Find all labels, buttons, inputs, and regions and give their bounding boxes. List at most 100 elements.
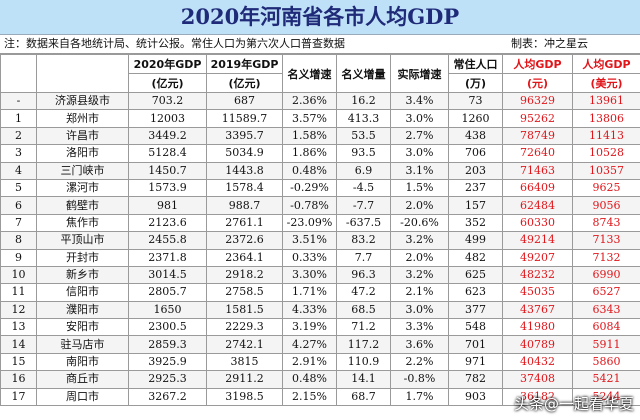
table-cell: 13961 xyxy=(572,91,640,111)
table-cell: 14 xyxy=(0,335,37,354)
table-cell: 203 xyxy=(448,161,503,180)
table-cell: 8743 xyxy=(572,213,640,233)
table-cell: 6990 xyxy=(572,265,640,285)
table-cell: 0.48% xyxy=(282,161,337,180)
table-cell: 41980 xyxy=(502,318,573,337)
table-cell: -20.6% xyxy=(390,213,449,233)
table-cell: 2925.3 xyxy=(128,370,207,389)
table-cell: -4.5 xyxy=(336,178,391,198)
col-header-unit: (万) xyxy=(448,73,503,93)
header-row-1: 2020年GDP 2019年GDP 名义增速 名义增量 实际增速 常住人口 人均GDP 人均G… xyxy=(0,54,640,93)
table-cell: 2 xyxy=(0,126,37,146)
table-row: 6 鹤壁市 981 988.7 -0.78% -7.7 2.0% 157 62484 9056 xyxy=(0,196,640,215)
col-header: 实际增速 xyxy=(390,54,449,93)
city-name-cell: 焦作市 xyxy=(36,213,129,233)
table-cell: 9 xyxy=(0,248,37,267)
table-cell: 981 xyxy=(128,196,207,215)
table-cell: 701 xyxy=(448,335,503,354)
table-cell: 12 xyxy=(0,300,37,320)
city-name-cell: 安阳市 xyxy=(36,318,129,337)
table-cell: 11 xyxy=(0,283,37,302)
city-name-cell: 开封市 xyxy=(36,248,129,267)
table-cell: 2761.1 xyxy=(206,213,283,233)
table-cell: 40432 xyxy=(502,352,573,372)
table-cell: 3.0% xyxy=(390,109,449,128)
table-cell: 2911.2 xyxy=(206,370,283,389)
table-cell: 2918.2 xyxy=(206,265,283,285)
table-cell: 438 xyxy=(448,126,503,146)
table-row: 17 周口市 3267.2 3198.5 2.15% 68.7 1.7% 903 36182 52… xyxy=(0,387,640,407)
city-name-cell: 漯河市 xyxy=(36,178,129,198)
city-name-cell: 信阳市 xyxy=(36,283,129,302)
table-cell: -637.5 xyxy=(336,213,391,233)
table-cell: 95262 xyxy=(502,109,573,128)
table-cell: 3.19% xyxy=(282,318,337,337)
source-note: 注：数据来自各地统计局、统计公报。常住人口为第六次人口普查数据 xyxy=(4,37,345,50)
table-cell: 3 xyxy=(0,144,37,163)
table-cell: 5034.9 xyxy=(206,144,283,163)
table-cell: -0.29% xyxy=(282,178,337,198)
gdp-table: 2020年GDP 2019年GDP 名义增速 名义增量 实际增速 常住人口 人均GDP 人均G… xyxy=(0,54,640,407)
table-cell: 6 xyxy=(0,196,37,215)
table-cell: 623 xyxy=(448,283,503,302)
table-cell: 903 xyxy=(448,387,503,407)
table-cell: 16.2 xyxy=(336,91,391,111)
table-cell: 5860 xyxy=(572,352,640,372)
table-cell: 157 xyxy=(448,196,503,215)
table-cell: 66409 xyxy=(502,178,573,198)
col-header: 名义增速 xyxy=(282,54,337,93)
table-cell: 9625 xyxy=(572,178,640,198)
watermark: 头条@一起看华夏 xyxy=(513,395,634,413)
table-row: 1 郑州市 12003 11589.7 3.57% 413.3 3.0% 1260 95262 1… xyxy=(0,109,640,128)
table-cell: 5421 xyxy=(572,370,640,389)
col-header: 常住人口 xyxy=(448,54,503,74)
city-name-cell: 许昌市 xyxy=(36,126,129,146)
table-row: 7 焦作市 2123.6 2761.1 -23.09% -637.5 -20.6% 352 60… xyxy=(0,213,640,233)
table-cell: 2.2% xyxy=(390,352,449,372)
table-cell: 625 xyxy=(448,265,503,285)
table-cell: 0.48% xyxy=(282,370,337,389)
table-cell: 1.58% xyxy=(282,126,337,146)
table-cell: 2455.8 xyxy=(128,231,207,250)
table-row: 14 驻马店市 2859.3 2742.1 4.27% 117.2 3.6% 701 40789… xyxy=(0,335,640,354)
table-cell: 7133 xyxy=(572,231,640,250)
table-cell: 8 xyxy=(0,231,37,250)
table-cell: 78749 xyxy=(502,126,573,146)
city-name-cell: 商丘市 xyxy=(36,370,129,389)
table-cell: 1443.8 xyxy=(206,161,283,180)
table-cell: 3925.9 xyxy=(128,352,207,372)
table-row: 2 许昌市 3449.2 3395.7 1.58% 53.5 2.7% 438 78749 114… xyxy=(0,126,640,146)
city-name-cell: 平顶山市 xyxy=(36,231,129,250)
table-cell: 93.5 xyxy=(336,144,391,163)
col-header: 2020年GDP xyxy=(128,54,207,74)
table-cell: 2372.6 xyxy=(206,231,283,250)
table-cell: 5 xyxy=(0,178,37,198)
table-cell: 3.3% xyxy=(390,318,449,337)
table-cell: 6343 xyxy=(572,300,640,320)
table-cell: 6.9 xyxy=(336,161,391,180)
table-cell: 988.7 xyxy=(206,196,283,215)
table-cell: 5911 xyxy=(572,335,640,354)
table-cell: 3.2% xyxy=(390,265,449,285)
table-cell: 499 xyxy=(448,231,503,250)
table-cell: 49207 xyxy=(502,248,573,267)
table-cell: 62484 xyxy=(502,196,573,215)
table-cell: 11413 xyxy=(572,126,640,146)
col-header: 人均GDP xyxy=(572,54,640,74)
table-cell: 1581.5 xyxy=(206,300,283,320)
table-cell: 68.5 xyxy=(336,300,391,320)
table-cell: 47.2 xyxy=(336,283,391,302)
table-cell: 782 xyxy=(448,370,503,389)
table-row: 9 开封市 2371.8 2364.1 0.33% 7.7 2.0% 482 49207 7132 xyxy=(0,248,640,267)
table-header: 2020年GDP 2019年GDP 名义增速 名义增量 实际增速 常住人口 人均GDP 人均G… xyxy=(0,54,640,93)
table-cell: 3198.5 xyxy=(206,387,283,407)
table-cell: 3.30% xyxy=(282,265,337,285)
table-row: 16 商丘市 2925.3 2911.2 0.48% 14.1 -0.8% 782 37408 5… xyxy=(0,370,640,389)
table-cell: 15 xyxy=(0,352,37,372)
table-cell: 5244 xyxy=(572,387,640,407)
table-cell: 3.2% xyxy=(390,231,449,250)
table-cell: 11589.7 xyxy=(206,109,283,128)
table-cell: 1578.4 xyxy=(206,178,283,198)
table-cell: 2.36% xyxy=(282,91,337,111)
table-cell: 117.2 xyxy=(336,335,391,354)
